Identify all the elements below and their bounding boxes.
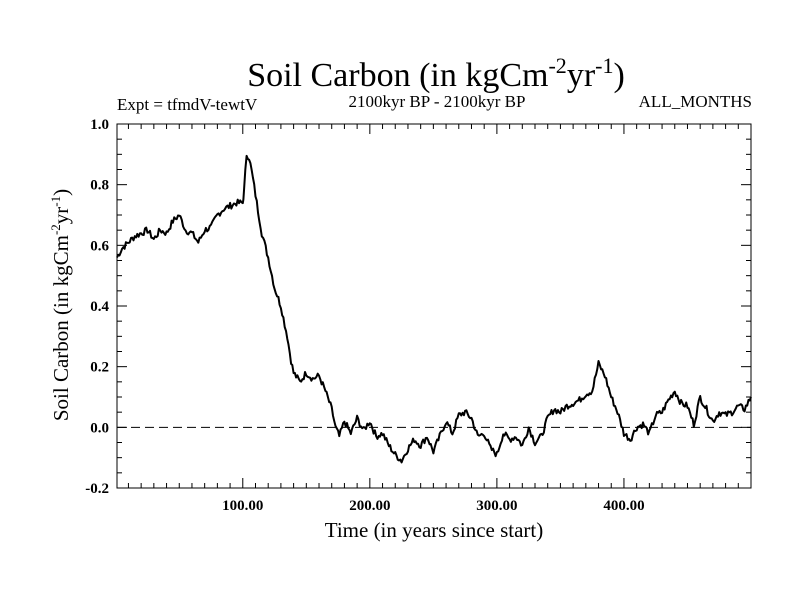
months-label: ALL_MONTHS — [639, 92, 752, 111]
y-tick-label: 0.6 — [90, 238, 109, 254]
period-label: 2100kyr BP - 2100kyr BP — [349, 92, 526, 111]
x-tick-label: 400.00 — [603, 498, 644, 514]
title-end: ) — [613, 57, 624, 94]
ylabel-sup2: -1 — [48, 196, 63, 207]
y-tick-label: 1.0 — [90, 117, 109, 133]
ylabel-end: ) — [49, 189, 73, 196]
ylabel-sup1: -2 — [48, 224, 63, 235]
ylabel-mid: yr — [49, 207, 73, 225]
ticks-layer — [117, 123, 751, 489]
plot-frame — [116, 123, 752, 489]
x-tick-label: 200.00 — [349, 498, 390, 514]
ylabel-main: Soil Carbon (in kgCm — [49, 235, 73, 421]
title-sup2: -1 — [595, 53, 613, 78]
tick-labels-layer: 100.00 200.00 300.00 400.00 -0.2 0.0 0.2 0.4 0.6… — [85, 117, 644, 514]
x-tick-label: 100.00 — [222, 498, 263, 514]
x-axis-label: Time (in years since start) — [325, 518, 544, 542]
y-axis-label: Soil Carbon (in kgCm-2yr-1) — [48, 189, 73, 421]
x-tick-label: 300.00 — [476, 498, 517, 514]
experiment-label: Expt = tfmdV-tewtV — [117, 95, 258, 114]
y-tick-label: 0.0 — [90, 420, 109, 436]
y-tick-label: 0.8 — [90, 178, 109, 194]
title-sup1: -2 — [548, 53, 566, 78]
y-tick-label: 0.4 — [90, 299, 109, 315]
title-mid: yr — [567, 57, 596, 94]
y-tick-label: -0.2 — [85, 481, 109, 497]
series-line-soil-carbon — [116, 154, 752, 464]
chart-title: Soil Carbon (in kgCm-2yr-1) — [247, 53, 625, 94]
title-main: Soil Carbon (in kgCm — [247, 57, 548, 94]
y-tick-label: 0.2 — [90, 360, 109, 376]
